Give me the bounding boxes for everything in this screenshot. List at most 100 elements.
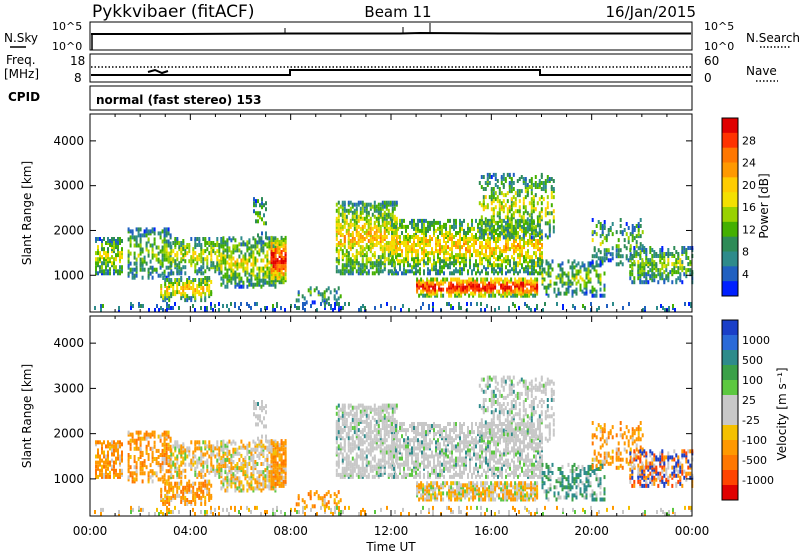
power-cell	[525, 257, 527, 262]
power-cell	[519, 245, 521, 250]
power-cell	[591, 289, 594, 294]
power-cell	[495, 237, 497, 241]
power-cell	[500, 191, 503, 196]
power-cell	[510, 233, 513, 238]
power-cell	[109, 239, 111, 243]
power-cell	[202, 261, 205, 266]
power-cell	[556, 302, 558, 306]
power-cell	[335, 247, 338, 252]
power-cell	[194, 308, 196, 312]
velocity-cell	[170, 448, 173, 453]
power-cell	[176, 290, 179, 295]
power-cell	[417, 269, 419, 274]
power-cell	[216, 249, 219, 254]
power-cell	[268, 280, 271, 285]
power-cell	[443, 259, 445, 264]
velocity-cell	[129, 442, 132, 447]
power-cell	[174, 278, 177, 282]
power-cell	[473, 267, 475, 272]
power-cell	[200, 292, 203, 297]
power-cell	[601, 259, 604, 264]
power-cell	[246, 270, 249, 275]
velocity-cell	[224, 476, 227, 481]
velocity-cell	[238, 466, 241, 471]
power-cell	[665, 268, 668, 273]
power-cell	[553, 281, 556, 286]
power-cell	[107, 247, 109, 252]
power-cell	[389, 245, 392, 250]
velocity-cell	[224, 457, 227, 462]
velocity-cell	[240, 488, 243, 493]
power-cell	[192, 304, 194, 308]
power-cell	[417, 218, 419, 223]
power-cell	[343, 224, 346, 229]
power-cell	[595, 232, 598, 237]
power-cell	[99, 257, 101, 262]
power-cell	[606, 304, 608, 308]
power-cell	[504, 177, 507, 181]
power-cell	[255, 211, 257, 216]
power-cell	[401, 241, 403, 245]
power-cell	[493, 261, 495, 266]
power-cell	[377, 226, 380, 231]
power-cell	[536, 215, 539, 220]
velocity-cell	[236, 486, 239, 491]
power-cell	[361, 235, 364, 239]
velocity-cell	[208, 481, 211, 486]
power-colorbar-segment	[722, 147, 738, 163]
power-cell	[132, 304, 134, 308]
power-cell	[391, 218, 393, 223]
velocity-cell	[184, 502, 187, 506]
velocity-cell	[214, 446, 217, 451]
power-cell	[655, 252, 658, 256]
power-cell	[180, 296, 183, 301]
velocity-cell	[139, 461, 142, 466]
power-cell	[172, 286, 175, 290]
power-cell	[375, 216, 378, 221]
power-cell	[516, 179, 519, 183]
velocity-cell	[145, 444, 148, 449]
velocity-cell	[107, 472, 109, 477]
power-cell	[455, 267, 457, 272]
velocity-cell	[200, 462, 203, 467]
power-cell	[341, 263, 344, 268]
power-cell	[579, 275, 582, 280]
power-cell	[238, 248, 241, 253]
power-cell	[119, 255, 121, 260]
power-cell	[184, 251, 187, 256]
power-cell	[498, 203, 501, 208]
power-cell	[491, 267, 493, 272]
power-cell	[103, 237, 105, 241]
power-cell	[490, 293, 493, 298]
power-cell	[509, 259, 511, 264]
power-cell	[621, 230, 624, 235]
power-cell	[435, 271, 437, 276]
power-cell	[333, 296, 336, 301]
power-ytick-label: 2000	[53, 223, 84, 237]
power-cell	[521, 263, 523, 268]
power-cell	[455, 245, 457, 250]
power-cell	[488, 175, 491, 179]
power-cell	[439, 257, 441, 262]
power-cell	[369, 218, 372, 223]
power-cell	[477, 222, 479, 227]
power-cell	[230, 280, 233, 285]
power-cell	[165, 275, 168, 280]
power-colorbar-tick: 28	[742, 134, 756, 147]
power-cell	[487, 259, 489, 264]
power-cell	[379, 259, 382, 264]
power-cell	[433, 255, 435, 260]
power-cell	[222, 240, 225, 245]
power-cell	[639, 264, 642, 269]
power-cell	[266, 250, 269, 255]
power-cell	[657, 268, 660, 273]
power-cell	[510, 185, 513, 189]
power-cell	[567, 281, 570, 286]
power-cell	[377, 220, 380, 225]
power-cell	[681, 260, 684, 265]
power-cell	[540, 235, 543, 240]
power-cell	[145, 233, 148, 238]
power-cell	[519, 249, 521, 254]
power-cell	[532, 183, 535, 187]
